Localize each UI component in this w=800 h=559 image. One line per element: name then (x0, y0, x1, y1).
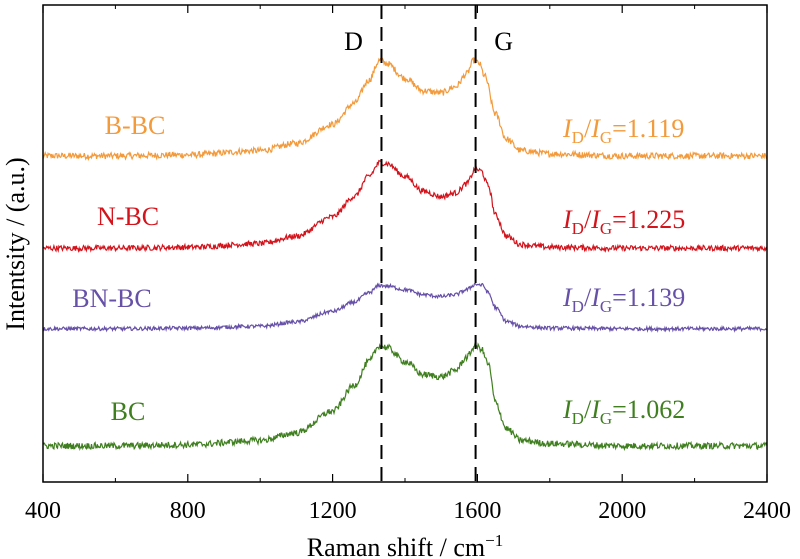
x-tick-label: 2000 (598, 498, 646, 524)
x-tick-label: 1200 (309, 498, 357, 524)
x-axis-ticks: 400 800 1200 1600 2000 2400 (25, 5, 791, 524)
x-tick-label: 400 (25, 498, 61, 524)
series-label-bc: BC (111, 397, 146, 426)
ratio-label-bn-bc: ID/IG=1.139 (562, 283, 685, 316)
series-label-n-bc: N-BC (97, 202, 159, 231)
series-labels: B-BC ID/IG=1.119 N-BC ID/IG=1.225 BN-BC ID/IG… (72, 111, 685, 428)
ratio-label-bc: ID/IG=1.062 (562, 395, 685, 428)
series-line-n-bc (42, 159, 768, 254)
peak-label-d: D (344, 27, 363, 56)
series-line-bc (42, 342, 768, 452)
series-line-b-bc (42, 56, 768, 162)
x-tick-label: 1600 (453, 498, 501, 524)
series-label-bn-bc: BN-BC (72, 284, 151, 313)
x-axis-title: Raman shift / cm−1 (307, 531, 503, 559)
series-label-b-bc: B-BC (105, 111, 166, 140)
y-axis-title: Intentsity / (a.u.) (1, 157, 30, 330)
x-tick-label: 800 (170, 498, 206, 524)
plot-area (42, 56, 768, 452)
ratio-label-b-bc: ID/IG=1.119 (562, 114, 684, 147)
x-tick-label: 2400 (743, 498, 791, 524)
peak-label-g: G (494, 27, 513, 56)
series-line-bn-bc (42, 282, 768, 333)
ratio-label-n-bc: ID/IG=1.225 (562, 205, 685, 238)
